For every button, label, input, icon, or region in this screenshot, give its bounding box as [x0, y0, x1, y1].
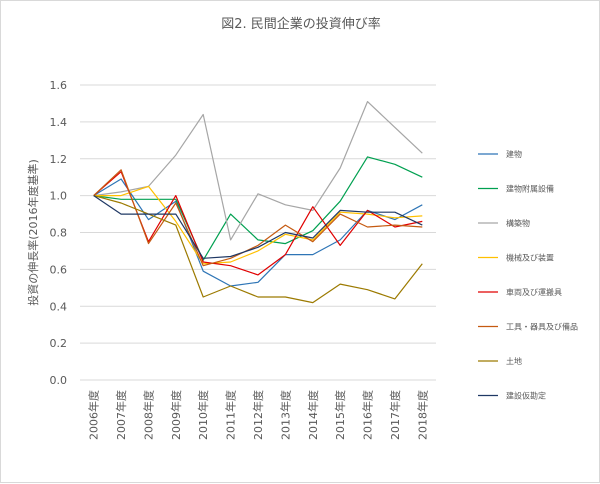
legend-label: 建設仮勘定	[506, 391, 546, 401]
y-tick-label: 0.8	[50, 227, 68, 240]
y-tick-labels: 0.0 0.2 0.4 0.6 0.8 1.0 1.2 1.4 1.6	[50, 79, 68, 387]
x-tick-label: 2010年度	[196, 390, 210, 440]
x-tick-label: 2011年度	[224, 390, 238, 440]
x-tick-label: 2006年度	[87, 390, 101, 440]
x-tick-label: 2008年度	[141, 390, 155, 440]
x-tick-label: 2017年度	[388, 390, 402, 440]
legend-label: 構築物	[506, 218, 530, 228]
series-line	[93, 171, 423, 276]
legend-label: 機械及び装置	[506, 253, 554, 263]
y-tick-label: 1.4	[50, 116, 68, 129]
x-tick-label: 2014年度	[306, 390, 320, 440]
series-line	[93, 195, 423, 259]
series-line	[93, 169, 423, 267]
gridlines	[80, 84, 436, 381]
legend-label: 建物	[506, 149, 522, 159]
legend-label: 土地	[506, 356, 522, 366]
x-tick-label: 2012年度	[251, 390, 265, 440]
y-tick-label: 1.6	[50, 79, 68, 92]
x-tick-label: 2013年度	[278, 390, 292, 440]
series-line	[93, 156, 423, 261]
x-tick-label: 2016年度	[361, 390, 375, 440]
x-tick-labels: 2006年度 2007年度 2008年度 2009年度 2010年度 2011年度 2012…	[87, 390, 430, 440]
y-tick-label: 1.2	[50, 153, 68, 166]
y-tick-label: 0.6	[50, 263, 68, 276]
y-axis-label: 投資の伸長率(2016年度基準)	[26, 159, 40, 306]
series-lines	[93, 100, 423, 304]
series-line	[93, 185, 423, 265]
x-tick-label: 2018年度	[415, 390, 429, 440]
legend-label: 建物附属設備	[506, 184, 554, 194]
y-tick-label: 1.0	[50, 190, 68, 203]
x-tick-label: 2009年度	[169, 390, 183, 440]
x-tick-label: 2007年度	[114, 390, 128, 440]
y-tick-label: 0.2	[50, 337, 68, 350]
y-tick-label: 0.4	[50, 300, 68, 313]
x-tick-label: 2015年度	[333, 390, 347, 440]
y-tick-label: 0.0	[50, 374, 68, 387]
legend-label: 車両及び運搬具	[506, 287, 562, 297]
chart-title: 図2. 民間企業の投資伸び率	[221, 17, 381, 32]
legend-label: 工具・器具及び備品	[506, 322, 578, 332]
